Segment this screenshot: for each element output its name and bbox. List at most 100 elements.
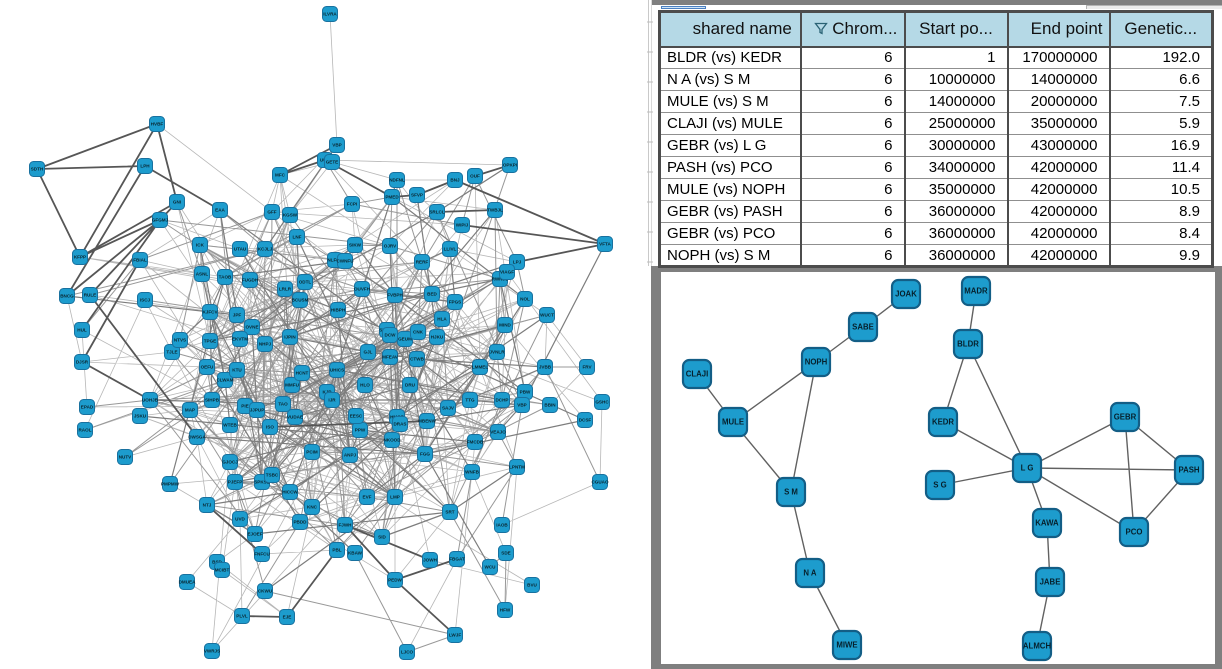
svg-text:SIHPB: SIHPB — [205, 398, 220, 403]
svg-text:PMPMW: PMPMW — [161, 482, 180, 487]
svg-text:TTG: TTG — [465, 398, 475, 403]
svg-text:NKOOD: NKOOD — [383, 438, 401, 443]
svg-text:TSBC: TSBC — [266, 473, 279, 478]
svg-text:MIWE: MIWE — [836, 641, 857, 650]
svg-text:GFF: GFF — [267, 210, 276, 215]
svg-text:TAOB: TAOB — [219, 275, 232, 280]
svg-text:MADR: MADR — [964, 287, 988, 296]
svg-text:JSKU: JSKU — [134, 414, 147, 419]
svg-text:VBP: VBP — [517, 403, 526, 408]
svg-text:S M: S M — [784, 488, 798, 497]
svg-text:BNCG: BNCG — [60, 294, 74, 299]
svg-text:CKWU: CKWU — [258, 589, 273, 594]
svg-text:MMFU: MMFU — [285, 383, 299, 388]
svg-text:LPNTM: LPNTM — [509, 465, 525, 470]
svg-text:KBAW: KBAW — [348, 551, 363, 556]
svg-text:PJEFP: PJEFP — [228, 480, 243, 485]
svg-text:UVD: UVD — [235, 517, 245, 522]
svg-text:FBGAT: FBGAT — [449, 557, 465, 562]
svg-text:KEDR: KEDR — [932, 418, 954, 427]
svg-text:SID: SID — [378, 535, 386, 540]
svg-text:LMMEL: LMMEL — [472, 365, 489, 370]
svg-text:KNC: KNC — [307, 505, 318, 510]
svg-text:HFW: HFW — [500, 608, 511, 613]
svg-text:GETE: GETE — [326, 160, 339, 165]
svg-text:VBP: VBP — [332, 143, 341, 148]
svg-text:WTEB: WTEB — [223, 423, 237, 428]
svg-text:MULE: MULE — [722, 418, 744, 427]
svg-text:GJL: GJL — [364, 350, 373, 355]
svg-text:PBL: PBL — [332, 548, 341, 553]
svg-text:UTAU: UTAU — [234, 247, 247, 252]
svg-text:TJLE: TJLE — [166, 350, 177, 355]
svg-text:ALMCH: ALMCH — [1023, 642, 1052, 651]
svg-text:PMED: PMED — [385, 195, 399, 200]
svg-text:BVU: BVU — [527, 583, 537, 588]
svg-text:DRAS: DRAS — [393, 422, 406, 427]
svg-text:EJE: EJE — [283, 615, 292, 620]
svg-text:BNJ: BNJ — [450, 178, 460, 183]
svg-text:ASNL: ASNL — [196, 272, 209, 277]
svg-text:LJCO: LJCO — [401, 650, 414, 655]
svg-text:EAA: EAA — [215, 208, 225, 213]
svg-text:UHICS: UHICS — [330, 368, 344, 373]
svg-text:VEAJO: VEAJO — [490, 430, 506, 435]
svg-text:N A: N A — [803, 569, 817, 578]
svg-text:FCPI: FCPI — [347, 202, 357, 207]
svg-text:OEFU: OEFU — [201, 365, 214, 370]
svg-text:ISO: ISO — [266, 425, 274, 430]
svg-text:LWJF: LWJF — [449, 633, 461, 638]
svg-text:SRLCL: SRLCL — [429, 210, 445, 215]
svg-text:VUDAE: VUDAE — [287, 415, 303, 420]
svg-text:HJKU: HJKU — [431, 335, 444, 340]
svg-text:HVBF: HVBF — [151, 122, 164, 127]
svg-text:DRU: DRU — [405, 383, 416, 388]
svg-text:BBIN: BBIN — [544, 403, 556, 408]
svg-text:GJOCJ: GJOCJ — [222, 460, 238, 465]
svg-text:ODTL: ODTL — [299, 280, 312, 285]
svg-text:SAJV: SAJV — [442, 406, 455, 411]
svg-text:LPJ: LPJ — [513, 260, 522, 265]
svg-text:CWNFU: CWNFU — [336, 259, 354, 264]
svg-text:OUVFH: OUVFH — [354, 287, 371, 292]
svg-text:PPW: PPW — [355, 428, 366, 433]
svg-text:FPGS: FPGS — [449, 300, 462, 305]
svg-text:KAWA: KAWA — [1035, 519, 1059, 528]
svg-text:FUGDH: FUGDH — [242, 278, 259, 283]
svg-text:MFC: MFC — [275, 173, 286, 178]
svg-text:JOAK: JOAK — [895, 290, 917, 299]
svg-text:DCSF: DCSF — [579, 418, 592, 423]
svg-text:EVF: EVF — [363, 495, 372, 500]
svg-text:PBW: PBW — [520, 390, 531, 395]
svg-text:RULE: RULE — [84, 293, 97, 298]
svg-text:BCUSM: BCUSM — [292, 298, 309, 303]
svg-text:FMCDB: FMCDB — [467, 440, 484, 445]
svg-text:IAOB: IAOB — [496, 523, 508, 528]
svg-text:OUF: OUF — [470, 174, 480, 179]
svg-text:VFTA: VFTA — [599, 242, 611, 247]
svg-text:VWRJS: VWRJS — [204, 649, 220, 654]
svg-text:DCHP: DCHP — [495, 398, 508, 403]
svg-text:FJWH: FJWH — [338, 523, 352, 528]
svg-text:CGUAO: CGUAO — [591, 480, 609, 485]
svg-text:JJPUP: JJPUP — [250, 408, 265, 413]
svg-text:IJPIN: IJPIN — [284, 335, 296, 340]
svg-text:DJSR: DJSR — [76, 360, 89, 365]
svg-text:MAP: MAP — [185, 408, 195, 413]
svg-text:SRT: SRT — [445, 510, 454, 515]
svg-text:JPF: JPF — [233, 313, 242, 318]
svg-text:L G: L G — [1021, 464, 1034, 473]
svg-text:PLVL: PLVL — [236, 614, 248, 619]
svg-text:HCNT: HCNT — [296, 371, 309, 376]
svg-text:PCO: PCO — [1126, 528, 1143, 537]
svg-text:SPKSE: SPKSE — [254, 480, 270, 485]
svg-text:TWBJL: TWBJL — [487, 208, 503, 213]
svg-text:SABE: SABE — [852, 323, 874, 332]
svg-text:JVBB: JVBB — [539, 365, 552, 370]
svg-text:ISCJ: ISCJ — [140, 298, 151, 303]
svg-text:NHPJ: NHPJ — [259, 342, 272, 347]
svg-text:ILVRA: ILVRA — [323, 12, 337, 17]
svg-text:JABE: JABE — [1040, 578, 1061, 587]
svg-text:PCIM: PCIM — [306, 450, 318, 455]
svg-text:LMP: LMP — [390, 495, 400, 500]
